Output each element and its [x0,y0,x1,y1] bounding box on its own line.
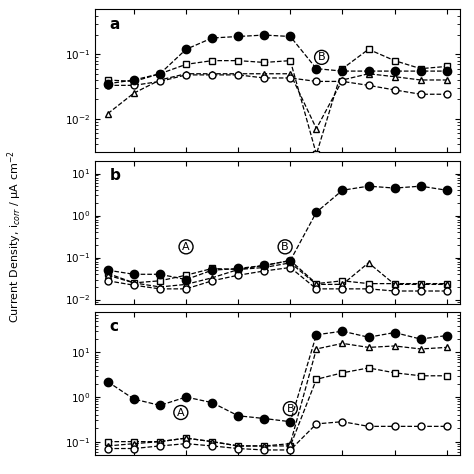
Text: A: A [182,242,190,252]
Text: A: A [177,408,185,418]
Text: B: B [281,242,289,252]
Text: a: a [109,17,120,32]
Text: b: b [109,168,120,183]
Text: B: B [286,404,294,414]
Text: c: c [109,319,118,334]
Text: Current Density, i$_{corr}$ / μA cm$^{-2}$: Current Density, i$_{corr}$ / μA cm$^{-2… [5,151,24,323]
Text: B: B [318,52,326,63]
